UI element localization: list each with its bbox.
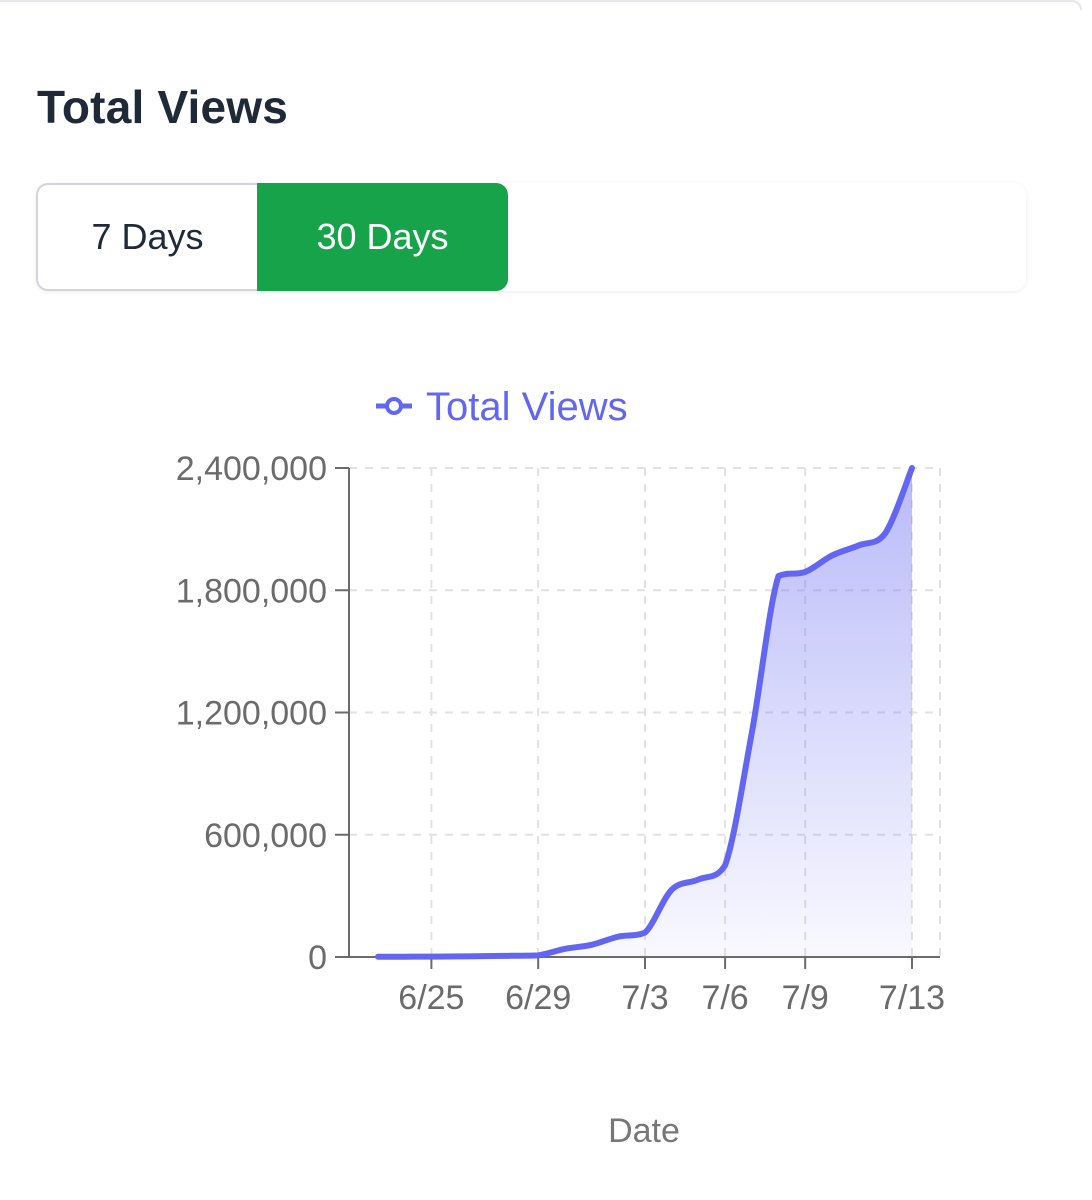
series-area-fill: [378, 468, 912, 957]
date-range-toggle: 7 Days 30 Days: [36, 183, 1026, 291]
x-tick-label: 7/6: [701, 979, 748, 1017]
total-views-chart: Total Views 0 600,000 1,200,000 1,800,000 2,…: [176, 385, 945, 1150]
y-tick-label: 1,800,000: [176, 572, 327, 610]
x-tick-label: 7/3: [621, 979, 668, 1017]
x-tick-label: 6/29: [505, 979, 571, 1017]
x-tick-label: 7/9: [782, 979, 829, 1017]
series-line: [375, 465, 915, 960]
legend-label: Total Views: [426, 385, 628, 429]
legend-marker-icon: [385, 397, 403, 415]
x-tick-label: 6/25: [398, 979, 464, 1017]
chart-legend[interactable]: Total Views: [376, 385, 628, 429]
x-tick-label: 7/13: [879, 979, 945, 1017]
y-tick-label: 0: [308, 939, 327, 977]
thirty-days-button[interactable]: 30 Days: [257, 183, 508, 291]
chart-ticks: 0 600,000 1,200,000 1,800,000 2,400,000 6/25 6…: [176, 450, 945, 1150]
card-title: Total Views: [37, 81, 289, 133]
x-axis-title: Date: [608, 1112, 680, 1150]
y-tick-label: 600,000: [204, 817, 327, 855]
y-tick-label: 1,200,000: [176, 695, 327, 733]
seven-days-button[interactable]: 7 Days: [36, 183, 257, 291]
y-tick-label: 2,400,000: [176, 450, 327, 488]
card-border: [0, 0, 1082, 10]
chart-series: [375, 465, 915, 960]
